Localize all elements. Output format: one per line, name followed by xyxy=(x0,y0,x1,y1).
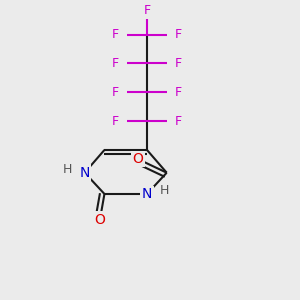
Text: O: O xyxy=(94,213,105,227)
Text: N: N xyxy=(80,166,90,180)
Text: F: F xyxy=(175,86,182,99)
Text: F: F xyxy=(175,28,182,41)
Text: H: H xyxy=(62,163,72,176)
Text: F: F xyxy=(175,115,182,128)
Text: F: F xyxy=(112,28,119,41)
Text: H: H xyxy=(160,184,169,197)
Text: F: F xyxy=(175,57,182,70)
Text: N: N xyxy=(142,187,152,201)
Text: F: F xyxy=(112,115,119,128)
Text: F: F xyxy=(112,86,119,99)
Text: F: F xyxy=(143,4,151,17)
Text: O: O xyxy=(132,152,143,166)
Text: F: F xyxy=(112,57,119,70)
